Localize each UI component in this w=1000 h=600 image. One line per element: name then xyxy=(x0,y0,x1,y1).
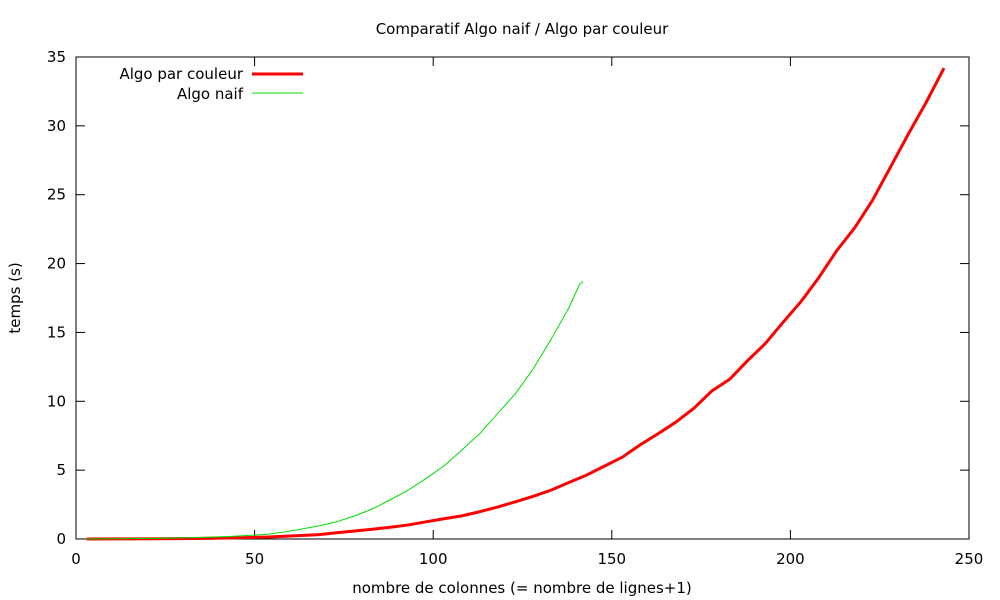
x-tick-label: 50 xyxy=(245,550,264,568)
x-tick-label: 150 xyxy=(597,550,626,568)
x-tick-label: 0 xyxy=(71,550,81,568)
y-tick-label: 30 xyxy=(47,117,66,135)
series-layer xyxy=(86,67,946,541)
y-tick-label: 35 xyxy=(47,48,66,66)
series-line-algo-par-couleur xyxy=(86,67,946,541)
y-axis-ticks: 0 5 10 15 20 25 30 35 xyxy=(47,48,969,548)
legend-label-algo-par-couleur: Algo par couleur xyxy=(119,65,243,83)
x-tick-label: 100 xyxy=(419,550,448,568)
y-tick-label: 10 xyxy=(47,392,66,410)
y-tick-label: 25 xyxy=(47,186,66,204)
x-axis-label: nombre de colonnes (= nombre de lignes+1… xyxy=(352,579,692,597)
legend-label-algo-naif: Algo naif xyxy=(177,85,244,103)
y-tick-label: 15 xyxy=(47,323,66,341)
x-tick-label: 200 xyxy=(776,550,805,568)
y-tick-label: 5 xyxy=(56,461,66,479)
y-axis-label: temps (s) xyxy=(6,262,24,333)
x-tick-label: 250 xyxy=(955,550,984,568)
y-tick-label: 0 xyxy=(56,530,66,548)
x-axis-ticks: 0 50 100 150 200 250 xyxy=(71,57,983,568)
plot-frame xyxy=(75,56,970,540)
y-tick-label: 20 xyxy=(47,255,66,273)
legend: Algo par couleur Algo naif xyxy=(119,65,303,103)
series-line-algo-naif xyxy=(86,281,584,540)
chart-title: Comparatif Algo naif / Algo par couleur xyxy=(376,20,669,38)
